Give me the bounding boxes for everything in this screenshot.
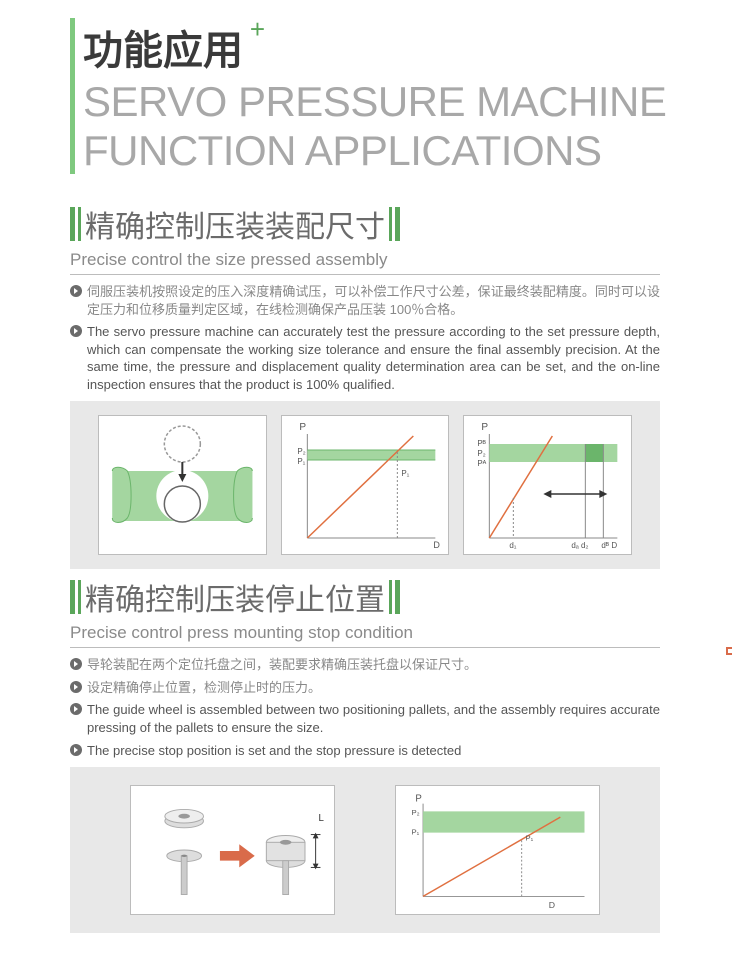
bullet-item: 伺服压装机按照设定的压入深度精确试压，可以补偿工作尺寸公差，保证最终装配精度。同… xyxy=(70,283,660,318)
title-cn-text: 功能应用 xyxy=(83,29,243,73)
bullet-icon xyxy=(70,325,82,337)
title-cn: 功能应用 + xyxy=(83,18,243,76)
section-1-title-en: Precise control the size pressed assembl… xyxy=(70,250,660,275)
dim-label-L: L xyxy=(319,813,325,824)
svg-text:D: D xyxy=(549,900,555,910)
bullet-icon xyxy=(70,681,82,693)
svg-text:P: P xyxy=(482,422,489,433)
svg-text:P₁: P₁ xyxy=(526,833,534,842)
svg-text:P: P xyxy=(415,794,421,805)
section-1-heading: 精确控制压装装配尺寸 xyxy=(70,202,732,246)
svg-text:dₐ d₂: dₐ d₂ xyxy=(572,541,589,550)
section-1-title-cn: 精确控制压装装配尺寸 xyxy=(85,202,385,246)
svg-text:P₂: P₂ xyxy=(297,447,305,456)
chart-pd-3: P D P₂ P₁ P₁ xyxy=(395,785,600,915)
bullet-item: 设定精确停止位置，检测停止时的压力。 xyxy=(70,679,660,697)
bullet-item: The guide wheel is assembled between two… xyxy=(70,701,660,736)
section-1: 精确控制压装装配尺寸 Precise control the size pres… xyxy=(70,202,732,569)
bullet-text: The guide wheel is assembled between two… xyxy=(87,701,660,736)
diagram-guide-wheel: L xyxy=(130,785,335,915)
plus-icon: + xyxy=(250,14,265,45)
bullet-text: The servo pressure machine can accuratel… xyxy=(87,323,660,393)
svg-text:P₁: P₁ xyxy=(411,828,419,837)
svg-text:P₂: P₂ xyxy=(411,808,419,817)
bullet-icon xyxy=(70,703,82,715)
bullet-item: The servo pressure machine can accuratel… xyxy=(70,323,660,393)
bracket-left-icon xyxy=(70,207,81,241)
svg-text:d₁: d₁ xyxy=(510,541,517,550)
svg-text:P₁: P₁ xyxy=(401,469,409,478)
section-1-figures: P D P₂ P₁ P₁ P xyxy=(70,401,660,569)
side-marker-icon xyxy=(726,647,732,655)
diagram-press-assembly xyxy=(98,415,267,555)
svg-text:P: P xyxy=(299,422,306,433)
title-en-line2: FUNCTION APPLICATIONS xyxy=(83,127,732,174)
bracket-right-icon xyxy=(389,207,400,241)
bullet-text: 设定精确停止位置，检测停止时的压力。 xyxy=(87,679,321,697)
title-en-line1: SERVO PRESSURE MACHINE xyxy=(83,78,732,125)
bullet-text: 伺服压装机按照设定的压入深度精确试压，可以补偿工作尺寸公差，保证最终装配精度。同… xyxy=(87,283,660,318)
svg-text:dᴮ D: dᴮ D xyxy=(602,541,618,550)
section-2-title-cn: 精确控制压装停止位置 xyxy=(85,575,385,619)
bracket-left-icon xyxy=(70,580,81,614)
section-2-title-en: Precise control press mounting stop cond… xyxy=(70,623,660,648)
svg-text:P₂: P₂ xyxy=(478,449,486,458)
section-2-heading: 精确控制压装停止位置 xyxy=(70,575,732,619)
bullet-text: The precise stop position is set and the… xyxy=(87,742,461,760)
chart-pd-1: P D P₂ P₁ P₁ xyxy=(281,415,450,555)
svg-text:Pᴬ: Pᴬ xyxy=(478,459,487,468)
section-2-bullets: 导轮装配在两个定位托盘之间，装配要求精确压装托盘以保证尺寸。 设定精确停止位置，… xyxy=(70,656,660,759)
svg-text:P₁: P₁ xyxy=(297,457,305,466)
chart-pd-2: P Pᴮ P₂ Pᴬ d₁ xyxy=(463,415,632,555)
bullet-item: 导轮装配在两个定位托盘之间，装配要求精确压装托盘以保证尺寸。 xyxy=(70,656,660,674)
svg-text:Pᴮ: Pᴮ xyxy=(478,439,487,448)
bullet-text: 导轮装配在两个定位托盘之间，装配要求精确压装托盘以保证尺寸。 xyxy=(87,656,477,674)
bullet-icon xyxy=(70,285,82,297)
svg-text:D: D xyxy=(433,540,440,550)
bullet-item: The precise stop position is set and the… xyxy=(70,742,660,760)
section-2-figures: L P D P₂ P₁ P₁ xyxy=(70,767,660,933)
section-2: 精确控制压装停止位置 Precise control press mountin… xyxy=(70,575,732,933)
page-title-block: 功能应用 + SERVO PRESSURE MACHINE FUNCTION A… xyxy=(70,18,732,174)
bullet-icon xyxy=(70,744,82,756)
section-1-bullets: 伺服压装机按照设定的压入深度精确试压，可以补偿工作尺寸公差，保证最终装配精度。同… xyxy=(70,283,660,393)
bullet-icon xyxy=(70,658,82,670)
bracket-right-icon xyxy=(389,580,400,614)
